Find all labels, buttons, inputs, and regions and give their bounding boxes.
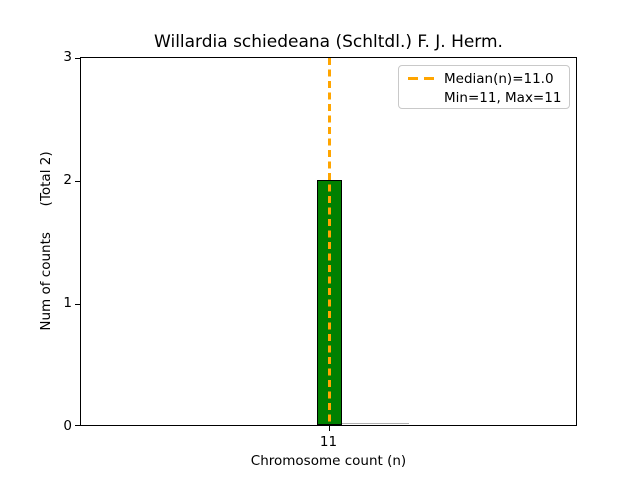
y-tick-1	[75, 303, 80, 305]
y-tick-label-3: 3	[63, 49, 72, 65]
y-tick-label-2: 2	[63, 172, 72, 188]
legend-median-label: Median(n)=11.0	[444, 70, 554, 87]
y-tick-2	[75, 180, 80, 182]
chart-title: Willardia schiedeana (Schltdl.) F. J. He…	[154, 32, 503, 52]
plot-area	[75, 57, 577, 431]
y-tick-label-1: 1	[63, 295, 72, 311]
zero-height-bins-edge	[342, 422, 409, 424]
legend-row-median: Median(n)=11.0	[408, 69, 560, 88]
x-axis-label: Chromosome count (n)	[250, 453, 407, 469]
legend-row-minmax: Min=11, Max=11	[408, 88, 562, 107]
legend-minmax-label: Min=11, Max=11	[444, 89, 562, 106]
y-tick-3	[75, 57, 80, 59]
y-tick-0	[75, 425, 80, 427]
y-axis-label: Num of counts (Total 2)	[38, 151, 54, 331]
median-dashed-line-swatch	[408, 76, 435, 81]
x-tick-11	[328, 426, 330, 431]
median-line	[328, 58, 331, 425]
y-tick-label-0: 0	[63, 418, 72, 434]
x-tick-label-11: 11	[319, 434, 338, 450]
legend-empty-swatch	[408, 96, 435, 99]
legend: Median(n)=11.0 Min=11, Max=11	[398, 65, 570, 109]
